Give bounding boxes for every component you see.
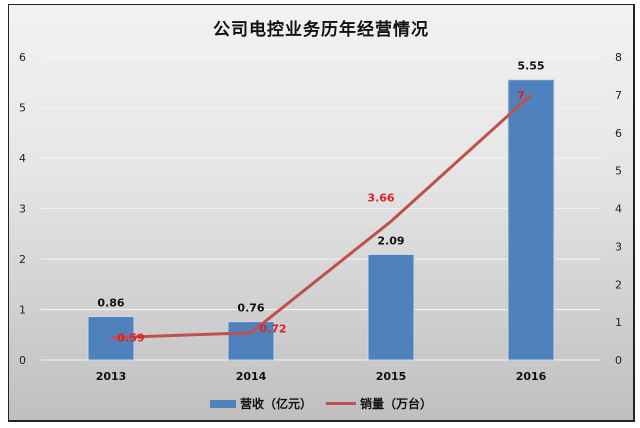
y-left-tick: 0 xyxy=(19,354,26,367)
y-left-tick: 3 xyxy=(19,203,26,216)
chart-frame: 公司电控业务历年经营情况 0 1 2 3 4 5 6 0 1 2 3 4 5 6 7 8 0.86 2013 0.7… xyxy=(8,4,635,422)
y-left-tick: 1 xyxy=(19,304,26,317)
y-left-tick: 4 xyxy=(19,152,26,165)
chart-plot-area: 0 1 2 3 4 5 6 0 1 2 3 4 5 6 7 8 0.86 2013 0.76 2014 2.09 2015… xyxy=(19,51,622,383)
chart-legend: 营收（亿元） 销量（万台） xyxy=(9,395,633,412)
bar-revenue[interactable] xyxy=(507,79,555,361)
x-axis-tick: 2013 xyxy=(96,370,127,383)
x-axis-tick: 2015 xyxy=(376,370,407,383)
bar-revenue[interactable] xyxy=(367,253,415,361)
bar-revenue[interactable] xyxy=(227,321,275,361)
y-right-tick: 6 xyxy=(615,127,622,140)
y-right-tick: 4 xyxy=(615,203,622,216)
bar-value-label: 0.86 xyxy=(97,297,124,310)
legend-label-sales: 销量（万台） xyxy=(360,397,433,411)
y-left-tick: 5 xyxy=(19,102,26,115)
line-sales[interactable] xyxy=(110,93,533,340)
y-right-tick: 2 xyxy=(615,278,622,291)
line-value-label: 0.72 xyxy=(259,323,286,336)
y-right-tick: 3 xyxy=(615,240,622,253)
y-right-tick: 0 xyxy=(615,354,622,367)
y-left-tick: 6 xyxy=(19,51,26,64)
bar-value-label: 0.76 xyxy=(237,302,264,315)
y-right-tick: 7 xyxy=(615,89,622,102)
line-value-label: 0.59 xyxy=(117,332,144,345)
y-right-tick: 1 xyxy=(615,316,622,329)
y-right-tick: 8 xyxy=(615,51,622,64)
y-right-tick: 5 xyxy=(615,165,622,178)
chart-title: 公司电控业务历年经营情况 xyxy=(213,20,429,40)
legend-line-swatch-icon xyxy=(326,402,356,405)
line-value-label: 7 xyxy=(517,89,525,102)
legend-bar-swatch-icon xyxy=(209,399,236,408)
bar-value-label: 2.09 xyxy=(377,234,404,247)
x-axis-tick: 2016 xyxy=(516,370,547,383)
legend-label-revenue: 营收（亿元） xyxy=(239,397,312,411)
y-left-tick: 2 xyxy=(19,253,26,266)
legend-item-revenue[interactable]: 营收（亿元） xyxy=(209,395,312,412)
x-axis-tick: 2014 xyxy=(236,370,267,383)
line-value-label: 3.66 xyxy=(367,191,394,204)
legend-item-sales[interactable]: 销量（万台） xyxy=(326,395,432,412)
bar-value-label: 5.55 xyxy=(517,60,544,73)
